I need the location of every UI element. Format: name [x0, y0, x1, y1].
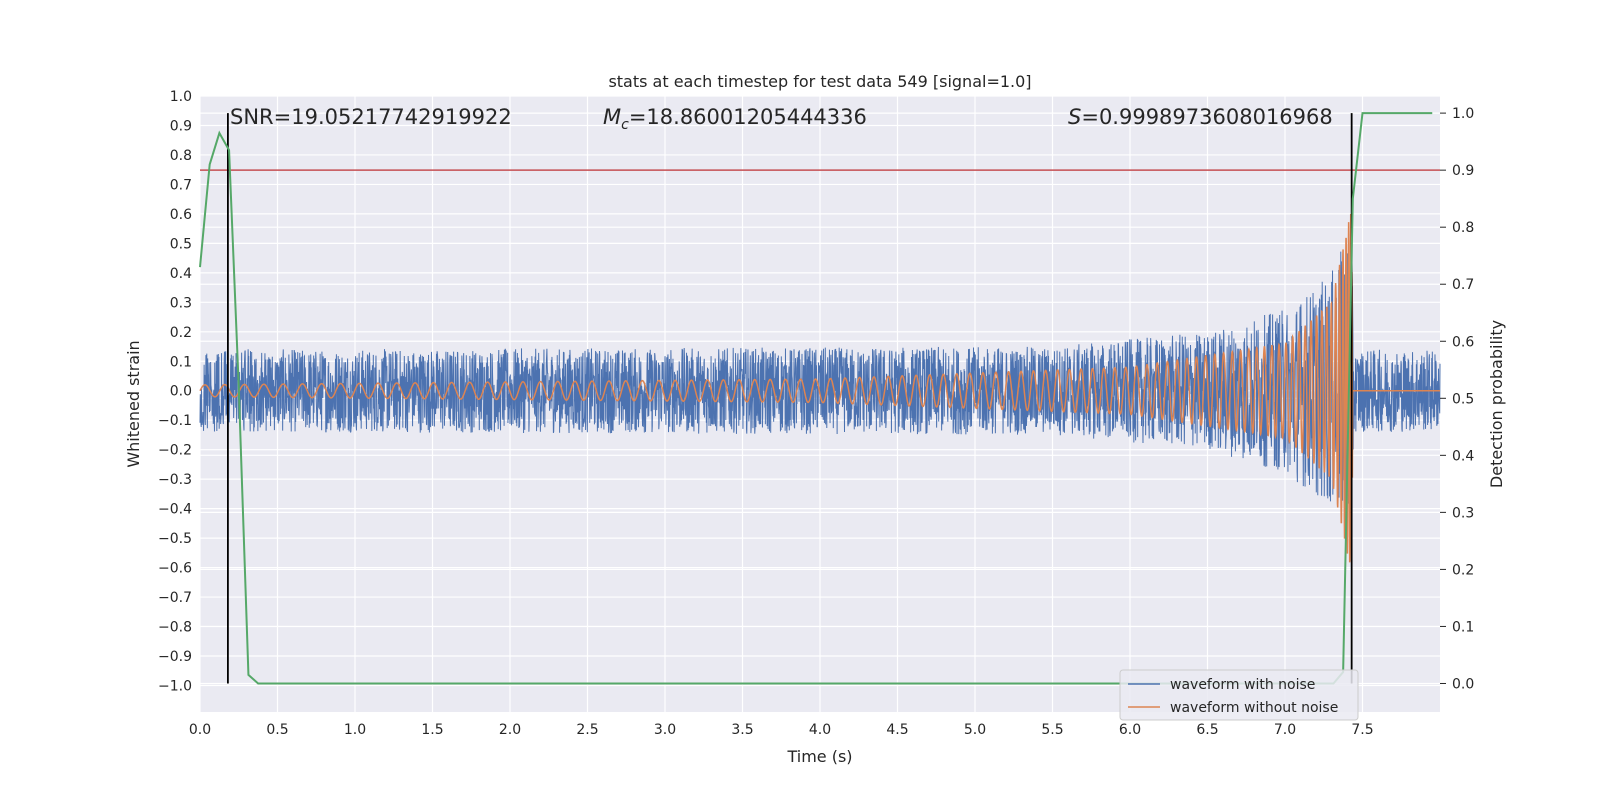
x-tick-label: 4.0: [809, 722, 831, 738]
y2-tick-label: 0.5: [1452, 391, 1474, 407]
x-tick-label: 5.5: [1041, 722, 1063, 738]
y-tick-label: 0.8: [170, 148, 192, 164]
series-line-waveform-without-noise: [199, 213, 1440, 563]
mc-annotation: Mc=18.86001205444336: [603, 105, 867, 133]
y-tick-label: −0.6: [158, 561, 192, 577]
y2-tick-label: 0.9: [1452, 163, 1474, 179]
x-tick-label: 0.5: [266, 722, 288, 738]
y-tick-label: 1.0: [170, 89, 192, 105]
mc-value: =18.86001205444336: [629, 105, 867, 129]
y-tick-label: −0.4: [158, 502, 192, 518]
y-tick-label: −0.2: [158, 443, 192, 459]
y-tick-label: 0.2: [170, 325, 192, 341]
x-tick-label: 5.0: [964, 722, 986, 738]
y2-tick-label: 0.1: [1452, 619, 1474, 635]
y2-tick-label: 0.7: [1452, 277, 1474, 293]
y-tick-label: 0.0: [170, 384, 192, 400]
legend-label-noise: waveform with noise: [1170, 677, 1315, 693]
x-tick-label: 7.0: [1274, 722, 1296, 738]
y2-tick-label: 0.8: [1452, 220, 1474, 236]
x-tick-label: 2.5: [576, 722, 598, 738]
s-value: =0.9998973608016968: [1081, 105, 1332, 129]
y-tick-label: −0.5: [158, 531, 192, 547]
y-tick-label: −0.8: [158, 620, 192, 636]
s-annotation: S=0.9998973608016968: [1068, 105, 1333, 129]
x-axis-label: Time (s): [786, 747, 852, 766]
x-tick-label: 1.0: [344, 722, 366, 738]
y2-axis-label: Detection probability: [1487, 320, 1506, 488]
y-tick-label: 0.9: [170, 118, 192, 134]
y-tick-label: 0.5: [170, 236, 192, 252]
y-tick-label: −0.1: [158, 413, 192, 429]
snr-annotation: SNR=19.05217742919922: [230, 105, 512, 129]
x-tick-label: 1.5: [421, 722, 443, 738]
y2-tick-label: 0.0: [1452, 676, 1474, 692]
y-tick-label: −1.0: [158, 678, 192, 694]
y2-tick-label: 0.2: [1452, 562, 1474, 578]
x-tick-label: 7.5: [1351, 722, 1373, 738]
legend: waveform with noise waveform without noi…: [1119, 669, 1359, 721]
y-tick-label: 0.6: [170, 207, 192, 223]
series-line-detection-probability: [199, 112, 1433, 685]
legend-box: [1119, 669, 1359, 721]
series-layer: [199, 112, 1441, 685]
y-tick-label: 0.4: [170, 266, 192, 282]
y-tick-label: −0.7: [158, 590, 192, 606]
s-symbol: S: [1068, 105, 1081, 129]
x-tick-label: 6.0: [1119, 722, 1141, 738]
x-tick-label: 0.0: [189, 722, 211, 738]
mc-symbol: M: [603, 105, 621, 129]
ticks: 0.0 0.5 1.0 1.5 2.0 2.5 3.0 3.5 4.0 4.5 5.0 5.5 6.0 6…: [158, 89, 1474, 738]
chart-title: stats at each timestep for test data 549…: [608, 72, 1031, 91]
x-tick-label: 3.5: [731, 722, 753, 738]
y-tick-label: 0.7: [170, 177, 192, 193]
x-tick-label: 3.0: [654, 722, 676, 738]
y2-tick-label: 0.3: [1452, 505, 1474, 521]
y2-tick-label: 1.0: [1452, 106, 1474, 122]
x-tick-label: 6.5: [1196, 722, 1218, 738]
y-tick-label: −0.3: [158, 472, 192, 488]
y-tick-label: 0.3: [170, 295, 192, 311]
x-tick-label: 4.5: [886, 722, 908, 738]
legend-label-clean: waveform without noise: [1170, 700, 1338, 716]
y2-tick-label: 0.6: [1452, 334, 1474, 350]
mc-subscript: c: [621, 117, 629, 133]
y-tick-label: −0.9: [158, 649, 192, 665]
series-line-waveform-with-noise: [199, 251, 1441, 539]
y-axis-label: Whitened strain: [124, 340, 143, 467]
y-tick-label: 0.1: [170, 354, 192, 370]
y2-tick-label: 0.4: [1452, 448, 1474, 464]
x-tick-label: 2.0: [499, 722, 521, 738]
